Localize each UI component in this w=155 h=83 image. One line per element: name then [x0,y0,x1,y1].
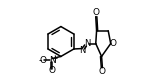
Text: +: + [51,54,57,63]
Text: -: - [39,55,42,65]
Text: N: N [79,46,85,55]
Text: O: O [109,39,116,48]
Text: O: O [99,67,106,76]
Text: N: N [84,39,90,48]
Text: N: N [49,56,55,65]
Text: O: O [49,66,56,75]
Text: O: O [92,8,99,17]
Text: O: O [39,56,46,65]
